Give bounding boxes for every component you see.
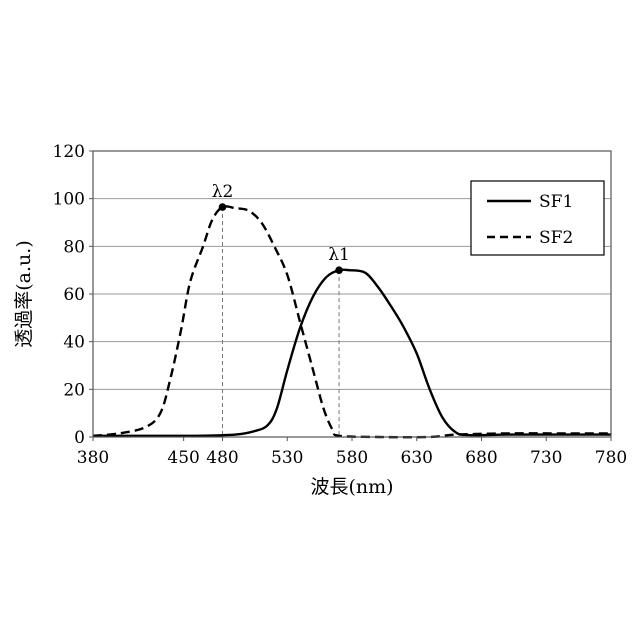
x-tick-label: 480 xyxy=(206,448,238,468)
x-tick-label: 380 xyxy=(77,448,109,468)
x-tick-label: 730 xyxy=(530,448,562,468)
y-tick-label: 40 xyxy=(63,333,85,353)
annotation-label: λ2 xyxy=(212,182,234,202)
y-tick-label: 60 xyxy=(63,285,85,305)
x-tick-label: 780 xyxy=(595,448,627,468)
y-tick-label: 80 xyxy=(63,237,85,257)
x-tick-label: 630 xyxy=(401,448,433,468)
x-tick-label: 450 xyxy=(167,448,199,468)
y-axis-title: 透過率(a.u.) xyxy=(13,240,35,347)
legend-label-sf1: SF1 xyxy=(539,192,573,212)
x-axis-title: 波長(nm) xyxy=(310,476,393,498)
x-tick-label: 530 xyxy=(271,448,303,468)
y-tick-label: 20 xyxy=(63,380,85,400)
x-tick-label: 580 xyxy=(336,448,368,468)
y-tick-label: 120 xyxy=(53,142,85,162)
annotation-label: λ1 xyxy=(328,245,350,265)
y-tick-label: 100 xyxy=(53,190,85,210)
y-tick-label: 0 xyxy=(74,428,85,448)
legend-box xyxy=(471,181,604,255)
legend-label-sf2: SF2 xyxy=(539,228,573,248)
legend: SF1 SF2 xyxy=(471,181,604,255)
annotation-point xyxy=(219,203,227,211)
x-tick-label: 680 xyxy=(465,448,497,468)
annotation-point xyxy=(335,266,343,274)
